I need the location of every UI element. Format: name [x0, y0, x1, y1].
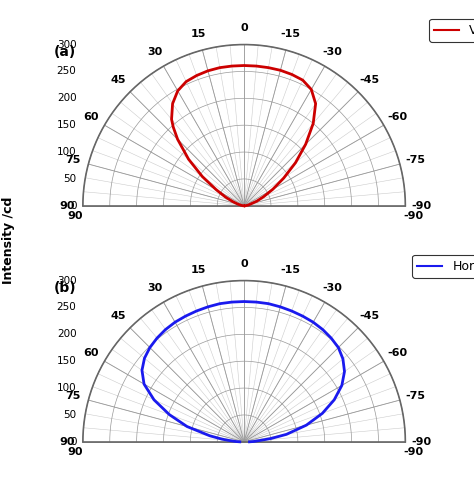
Text: -45: -45: [359, 312, 380, 322]
Text: 90: 90: [67, 211, 82, 221]
Text: 30: 30: [148, 283, 163, 293]
Text: 50: 50: [64, 410, 76, 420]
Text: 0: 0: [70, 437, 76, 447]
Text: 15: 15: [191, 265, 206, 276]
Text: 30: 30: [148, 47, 163, 57]
Text: 60: 60: [83, 112, 98, 122]
Text: 0: 0: [240, 24, 248, 34]
Text: 250: 250: [57, 302, 76, 312]
Text: (a): (a): [54, 45, 76, 59]
Text: 15: 15: [191, 29, 206, 39]
Text: 150: 150: [57, 356, 76, 366]
Text: 0: 0: [240, 260, 248, 269]
Text: 300: 300: [57, 39, 76, 49]
Text: (b): (b): [54, 281, 76, 295]
Text: -75: -75: [405, 155, 426, 165]
Text: 90: 90: [59, 437, 74, 447]
Text: -60: -60: [388, 348, 408, 358]
Text: 200: 200: [57, 93, 76, 103]
Text: -60: -60: [388, 112, 408, 122]
Text: 200: 200: [57, 329, 76, 339]
Text: 45: 45: [111, 75, 127, 85]
Text: -90: -90: [403, 447, 423, 456]
Text: -30: -30: [323, 283, 343, 293]
Text: 90: 90: [67, 447, 82, 456]
Text: -75: -75: [405, 391, 426, 401]
Legend: Horizontal: Horizontal: [412, 255, 474, 278]
Text: 300: 300: [57, 276, 76, 286]
Legend: Vertical: Vertical: [429, 19, 474, 42]
Text: 75: 75: [65, 155, 81, 165]
Text: 100: 100: [57, 147, 76, 157]
Text: -15: -15: [280, 265, 300, 276]
Text: 100: 100: [57, 383, 76, 393]
Text: -15: -15: [280, 29, 300, 39]
Text: -90: -90: [411, 437, 431, 447]
Text: Intensity /cd: Intensity /cd: [2, 196, 15, 284]
Text: -45: -45: [359, 75, 380, 85]
Text: -90: -90: [403, 211, 423, 221]
Text: 60: 60: [83, 348, 98, 358]
Text: 90: 90: [59, 201, 74, 211]
Text: -90: -90: [411, 201, 431, 211]
Text: 0: 0: [70, 201, 76, 211]
Text: 45: 45: [111, 312, 127, 322]
Text: 75: 75: [65, 391, 81, 401]
Text: 150: 150: [57, 120, 76, 130]
Text: 50: 50: [64, 174, 76, 184]
Text: -30: -30: [323, 47, 343, 57]
Text: 250: 250: [57, 66, 76, 76]
